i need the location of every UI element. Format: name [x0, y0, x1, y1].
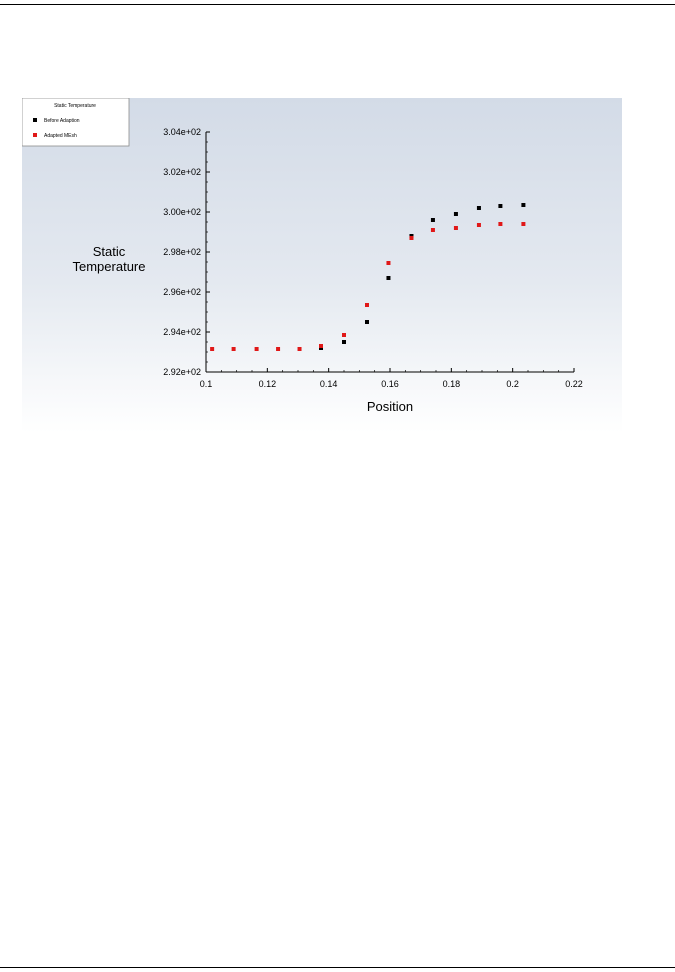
point-adapted-mesh [365, 303, 369, 307]
point-before-adaption [453, 212, 458, 216]
y-tick-label: 2.92e+02 [163, 367, 201, 377]
x-ticks: 0.1 0.12 0.14 0.16 0.18 0.2 0.22 [200, 368, 583, 389]
y-tick-label: 2.98e+02 [163, 247, 201, 257]
legend-marker-adapted [33, 133, 37, 137]
legend-label-adapted: Adapted MEsh [44, 133, 77, 139]
y-tick-label: 3.04e+02 [163, 127, 201, 137]
y-tick-label: 3.00e+02 [163, 207, 201, 217]
x-tick-label: 0.12 [259, 379, 277, 389]
point-adapted-mesh [386, 261, 391, 265]
point-before-adaption [498, 204, 503, 208]
point-adapted-mesh [409, 236, 414, 240]
point-adapted-mesh [231, 347, 236, 351]
point-before-adaption [521, 203, 526, 207]
plot-svg: Static Temperature Before Adaption Adapt… [22, 98, 622, 433]
x-tick-label: 0.14 [320, 379, 338, 389]
point-adapted-mesh [297, 347, 302, 351]
point-adapted-mesh [498, 222, 503, 226]
footer-rule [0, 967, 675, 968]
point-adapted-mesh [254, 347, 259, 351]
x-tick-label: 0.1 [200, 379, 213, 389]
x-tick-label: 0.18 [443, 379, 461, 389]
legend-box [22, 98, 130, 147]
legend-title: Static Temperature [54, 103, 96, 109]
plot-background [22, 98, 622, 433]
data-points [210, 203, 526, 351]
y-tick-label: 3.02e+02 [163, 167, 201, 177]
point-before-adaption [365, 320, 369, 324]
x-tick-label: 0.22 [565, 379, 583, 389]
y-axis-title-line-1: Static [93, 244, 126, 259]
point-adapted-mesh [476, 223, 481, 227]
point-adapted-mesh [276, 347, 281, 351]
legend-label-before: Before Adaption [44, 118, 80, 124]
point-adapted-mesh [521, 222, 526, 226]
y-tick-label: 2.94e+02 [163, 327, 201, 337]
y-axis-title-line-2: Temperature [73, 259, 146, 274]
point-before-adaption [386, 276, 391, 280]
x-axis-title: Position [367, 399, 413, 414]
point-before-adaption [476, 206, 481, 210]
point-adapted-mesh [453, 226, 458, 230]
point-before-adaption [430, 218, 435, 222]
legend-marker-before [33, 118, 37, 122]
point-adapted-mesh [319, 344, 323, 348]
y-tick-label: 2.96e+02 [163, 287, 201, 297]
header-rule [0, 4, 675, 5]
x-tick-label: 0.16 [381, 379, 399, 389]
point-adapted-mesh [430, 228, 435, 232]
legend: Static Temperature Before Adaption Adapt… [22, 98, 130, 147]
point-before-adaption [342, 340, 346, 344]
point-adapted-mesh [342, 333, 346, 337]
point-adapted-mesh [210, 347, 215, 351]
x-tick-label: 0.2 [506, 379, 519, 389]
y-ticks: 2.92e+02 2.94e+02 2.96e+02 2.98e+02 3.00e+02… [163, 127, 210, 377]
static-temperature-plot: Static Temperature Before Adaption Adapt… [22, 98, 622, 433]
